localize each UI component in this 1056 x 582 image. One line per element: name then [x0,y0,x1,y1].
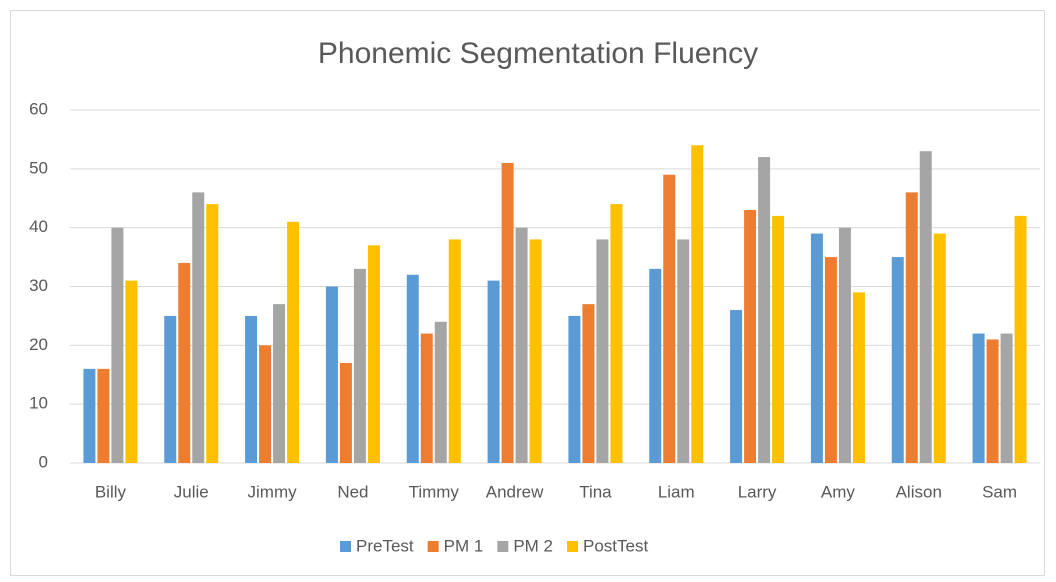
bar [919,151,932,463]
bar [367,245,380,463]
x-tick-label: Amy [821,482,856,501]
bar [111,227,124,463]
y-tick-label: 50 [29,158,48,177]
x-tick-label: Timmy [409,482,460,501]
legend-label: PreTest [356,536,414,555]
bar [273,304,286,463]
bar [125,280,138,463]
x-tick-label: Andrew [486,482,544,501]
bar [529,239,542,463]
bar [744,210,757,463]
bar [325,286,338,463]
x-tick-label: Alison [896,482,942,501]
bar [206,204,219,463]
bar [501,162,514,463]
x-tick-label: Liam [658,482,695,501]
x-tick-label: Jimmy [248,482,298,501]
x-tick-label: Billy [95,482,127,501]
bar [192,192,205,463]
bar [649,268,662,463]
bar [852,292,865,463]
bar [677,239,690,463]
bar [933,233,946,463]
bar [691,145,704,464]
bar [178,262,191,463]
bar [164,315,177,463]
bar [772,215,785,463]
bar [730,310,743,463]
legend-label: PM 1 [444,536,484,555]
y-tick-label: 30 [29,276,48,295]
chart-title: Phonemic Segmentation Fluency [318,37,758,70]
legend-swatch [427,541,439,552]
x-tick-label: Larry [738,482,777,501]
bar [287,221,300,463]
legend-label: PM 2 [513,536,553,555]
bar [891,257,904,463]
y-tick-label: 40 [29,217,48,236]
bar [663,174,676,463]
x-tick-label: Tina [579,482,612,501]
bar [406,274,419,463]
bar [97,368,110,463]
bar [810,233,823,463]
x-tick-label: Ned [337,482,368,501]
bar [434,321,447,463]
legend-label: PostTest [583,536,648,555]
bar [487,280,500,463]
bar [838,227,851,463]
bar [758,157,771,464]
x-tick-label: Sam [982,482,1017,501]
bar [610,204,623,463]
legend-swatch [567,541,579,552]
bar [972,333,985,463]
bar [568,315,581,463]
bar [582,304,595,463]
bar [905,192,918,463]
bar [1014,215,1027,463]
y-tick-label: 10 [29,394,48,413]
bar [448,239,461,463]
bar [245,315,258,463]
bar [339,362,352,463]
bar [1000,333,1013,463]
x-tick-label: Julie [174,482,209,501]
bar [420,333,433,463]
bar [986,339,999,463]
bar [824,257,837,463]
bar [353,268,366,463]
bar [259,345,272,463]
y-tick-label: 0 [39,452,48,471]
y-tick-label: 60 [29,99,48,118]
bar [515,227,528,463]
legend-swatch [497,541,509,552]
y-tick-label: 20 [29,335,48,354]
legend-swatch [340,541,351,552]
bar [83,368,96,463]
bar [596,239,609,463]
